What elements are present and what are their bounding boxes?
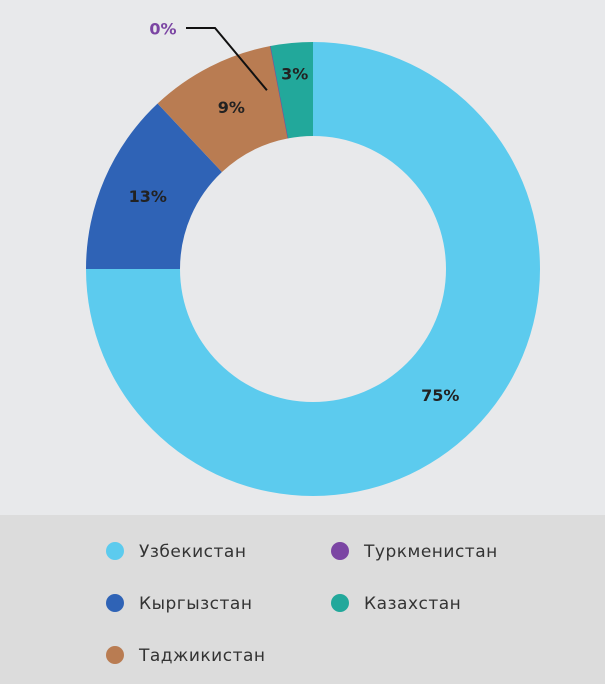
value-label: 0% <box>149 20 176 39</box>
donut-slice <box>269 45 289 139</box>
legend-swatch <box>331 542 349 560</box>
donut-slice <box>86 103 222 269</box>
legend-label: Туркменистан <box>363 542 498 562</box>
value-label: 75% <box>421 386 459 405</box>
value-label: 13% <box>129 187 167 206</box>
legend-background <box>0 515 605 684</box>
legend-label: Кыргызстан <box>139 594 252 614</box>
legend-swatch <box>106 542 124 560</box>
donut-slice <box>86 42 540 496</box>
legend-swatch <box>331 594 349 612</box>
legend-swatch <box>106 594 124 612</box>
leader-line <box>186 27 268 91</box>
donut-slice <box>270 42 313 139</box>
legend-label: Таджикистан <box>138 646 266 666</box>
legend-label: Узбекистан <box>139 542 246 562</box>
value-label: 3% <box>281 64 308 83</box>
legend-swatch <box>106 646 124 664</box>
value-label: 9% <box>218 98 245 117</box>
legend-label: Казахстан <box>364 594 461 614</box>
